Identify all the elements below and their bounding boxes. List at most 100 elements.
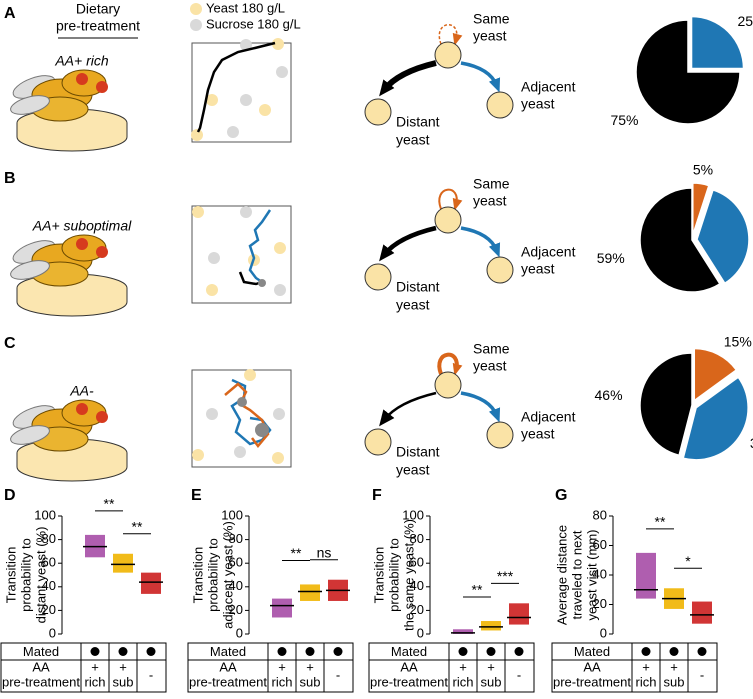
y-tick-label: 20 — [42, 602, 56, 617]
yeast-legend-dot — [190, 3, 202, 15]
trajectory-c — [191, 369, 292, 468]
pie-slice — [639, 352, 693, 457]
pie-slice — [635, 19, 741, 125]
box — [300, 584, 320, 601]
distant-label: Distant — [396, 444, 440, 460]
legend-label: Sucrose 180 g/L — [206, 16, 301, 31]
table-cell: sub — [300, 674, 321, 689]
pie-label: 46% — [595, 387, 623, 403]
table-cell: sub — [664, 674, 685, 689]
box — [692, 601, 712, 624]
mated-dot — [146, 647, 156, 656]
y-tick-label: 60 — [42, 555, 56, 570]
distant-label: yeast — [396, 132, 430, 148]
panel-letter: C — [4, 335, 16, 352]
significance-label: ** — [655, 514, 666, 530]
table-cell: + — [642, 659, 650, 674]
distant-label: yeast — [396, 297, 430, 313]
y-tick-label: 40 — [229, 578, 243, 593]
y-axis-label: adjacent yeast (%) — [220, 521, 235, 629]
table-cell: + — [119, 659, 127, 674]
header-title: Dietary — [76, 1, 120, 17]
table-row-label: Mated — [23, 644, 59, 659]
mated-dot — [118, 647, 128, 656]
table-row-label: Mated — [391, 644, 427, 659]
y-tick-label: 40 — [593, 566, 607, 581]
pie-label: 5% — [693, 162, 713, 178]
y-axis-label: yeast visit (mm) — [584, 530, 599, 621]
y-axis-label: probability to — [205, 538, 220, 612]
fly-illustration — [8, 234, 128, 317]
table-cell: sub — [481, 674, 502, 689]
y-tick-label: 20 — [410, 602, 424, 617]
y-tick-label: 100 — [402, 507, 424, 522]
diagram-b — [364, 188, 514, 291]
table-cell: - — [149, 667, 153, 682]
mated-dot — [486, 647, 496, 656]
panel-letter: E — [191, 487, 202, 504]
same-label: Same — [473, 341, 510, 357]
table-row-label: pre-treatment — [370, 674, 448, 689]
panel-letter: D — [4, 487, 16, 504]
diet-label: AA- — [69, 383, 94, 399]
table-row-label: pre-treatment — [2, 674, 80, 689]
trajectory-a — [191, 38, 292, 143]
mated-dot — [277, 647, 287, 656]
significance-label: * — [685, 553, 691, 569]
y-tick-label: 40 — [410, 578, 424, 593]
y-axis-label: traveled to next — [569, 530, 584, 619]
box — [509, 603, 529, 625]
y-tick-label: 0 — [600, 625, 607, 640]
adjacent-label: Adjacent — [521, 244, 576, 260]
fly-illustration — [8, 399, 128, 482]
y-tick-label: 40 — [42, 578, 56, 593]
table-frame — [0, 642, 167, 693]
trajectory-b — [191, 205, 292, 304]
y-axis-label: Transition — [190, 547, 205, 604]
y-tick-label: 100 — [221, 507, 243, 522]
box — [141, 572, 161, 594]
mated-dot — [333, 647, 343, 656]
same-label: Same — [473, 11, 510, 27]
table-cell: - — [517, 667, 521, 682]
panel-letter: F — [372, 487, 382, 504]
mated-dot — [514, 647, 524, 656]
y-axis-label: the same yeast (%) — [401, 519, 416, 631]
box — [113, 553, 133, 573]
diet-label: AA+ suboptimal — [32, 218, 132, 234]
mated-dot — [697, 647, 707, 656]
box — [272, 598, 292, 618]
table-cell: rich — [453, 674, 474, 689]
adjacent-label: Adjacent — [521, 79, 576, 95]
table-frame — [551, 642, 718, 693]
mated-dot — [641, 647, 651, 656]
table-cell: + — [670, 659, 678, 674]
table-row-label: AA — [219, 659, 237, 674]
significance-label: ** — [291, 545, 302, 561]
diagram-a — [364, 23, 514, 126]
pie-slice — [696, 188, 750, 285]
panel-letter: B — [4, 170, 16, 187]
pie-slice — [682, 376, 749, 461]
panel-letter: A — [4, 5, 16, 22]
adjacent-label: yeast — [521, 261, 555, 277]
box — [453, 629, 473, 634]
table-row-label: Mated — [574, 644, 610, 659]
significance-label: *** — [497, 568, 514, 584]
pie-slice — [692, 182, 710, 236]
y-axis-label: distant yeast (%) — [33, 527, 48, 624]
y-axis-label: Transition — [3, 547, 18, 604]
y-tick-label: 0 — [49, 625, 56, 640]
pie-slice — [639, 187, 721, 293]
mated-dot — [669, 647, 679, 656]
y-tick-label: 20 — [229, 602, 243, 617]
diagram-c — [364, 352, 514, 456]
significance-label: ** — [104, 496, 115, 512]
table-cell: rich — [85, 674, 106, 689]
table-cell: - — [336, 667, 340, 682]
same-label: yeast — [473, 358, 507, 374]
table-cell: rich — [272, 674, 293, 689]
pie-label: 15% — [724, 333, 752, 349]
table-row-label: Mated — [210, 644, 246, 659]
y-tick-label: 80 — [410, 531, 424, 546]
